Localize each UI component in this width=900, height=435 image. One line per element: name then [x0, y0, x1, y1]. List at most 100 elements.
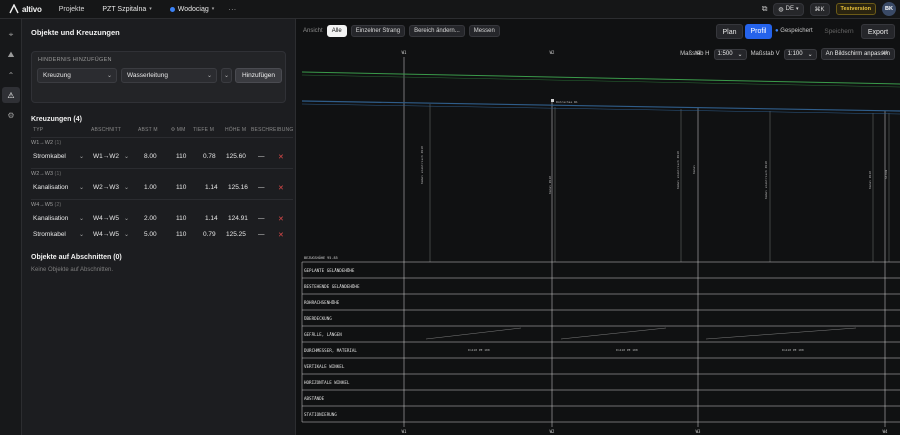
obstacle-type-value: Kreuzung [43, 72, 71, 79]
fit-to-screen-button[interactable]: An Bildschirm anpassen [820, 48, 895, 60]
open-external-icon[interactable]: ⧉ [761, 4, 768, 13]
cell-beschreibung[interactable]: — [258, 153, 265, 160]
chevron-down-icon[interactable]: ⌄ [79, 154, 85, 160]
cell-abst[interactable]: 2.00 [144, 215, 157, 222]
terrain-icon[interactable]: ⛰ [7, 50, 15, 59]
chevron-down-icon: ▾ [796, 6, 799, 12]
cell-abst[interactable]: 5.00 [144, 231, 157, 238]
logo[interactable]: altivo [9, 4, 42, 14]
cell-abschnitt[interactable]: W2→W3 [93, 184, 119, 191]
cell-hoehe[interactable]: 125.25 [226, 231, 246, 238]
chevron-down-icon[interactable]: ⌄ [124, 185, 130, 191]
obstacle-type-select[interactable]: Kreuzung ⌄ [37, 68, 117, 83]
globe-icon: ◍ [778, 6, 784, 13]
obstacle-kind-select[interactable]: Wasserleitung ⌄ [121, 68, 217, 83]
cell-beschreibung[interactable]: — [258, 184, 265, 191]
crossings-table-header: TYP ABSCHNITT ABST M Φ MM TIEFE M HÖHE M… [31, 127, 293, 137]
cell-beschreibung[interactable]: — [258, 231, 265, 238]
station-bottom-label: W1 [402, 429, 407, 434]
chevron-down-icon[interactable]: ⌄ [124, 154, 130, 160]
add-obstacle-card: HINDERNIS HINZUFÜGEN Kreuzung ⌄ Wasserle… [31, 51, 286, 103]
measure-button[interactable]: Messen [468, 25, 500, 37]
crossing-tag: Kabel elektrisch Ø110 [763, 161, 768, 199]
crossings-title: Kreuzungen (4) [31, 116, 82, 123]
delete-icon[interactable]: ✕ [278, 232, 284, 239]
export-button[interactable]: Export [861, 24, 895, 39]
cell-tiefe[interactable]: 1.14 [205, 215, 218, 222]
variant-dropdown[interactable]: Wodociąg ▾ [169, 6, 215, 13]
change-range-button[interactable]: Bereich ändern... [409, 25, 465, 37]
chevron-down-icon: ⌄ [223, 73, 229, 79]
saved-dot-icon: ● [775, 28, 779, 34]
chevron-up-icon[interactable]: ⌃ [7, 70, 15, 80]
table-row: Stromkabel ⌄ W4→W5 ⌄ 5.00 110 0.79 125.2… [31, 231, 293, 247]
view-all-button[interactable]: Alle [326, 25, 347, 37]
save-button[interactable]: Speichern [824, 28, 854, 35]
cell-phi[interactable]: 110 [176, 184, 187, 191]
cell-tiefe[interactable]: 0.78 [203, 153, 216, 160]
cell-phi[interactable]: 110 [176, 153, 187, 160]
band-table [301, 261, 900, 423]
cell-abst[interactable]: 8.00 [144, 153, 157, 160]
chevron-down-icon[interactable]: ⌄ [79, 185, 85, 191]
plan-tab[interactable]: Plan [716, 24, 743, 39]
project-dropdown[interactable]: PZT Szpitalna ▾ [102, 6, 151, 13]
warning-icon[interactable]: ⚠ [2, 87, 20, 103]
chevron-down-icon: ⌄ [807, 51, 813, 58]
nav-projects[interactable]: Projekte [58, 5, 85, 13]
cell-hoehe[interactable]: 124.91 [228, 215, 248, 222]
chevron-down-icon[interactable]: ⌄ [79, 232, 85, 238]
map-pin-icon[interactable]: ⌖ [8, 30, 14, 39]
delete-icon[interactable]: ✕ [278, 216, 284, 223]
language-value: DE [785, 6, 794, 12]
cell-hoehe[interactable]: 125.60 [226, 153, 246, 160]
delete-icon[interactable]: ✕ [278, 185, 284, 192]
view-single-strand-button[interactable]: Einzelner Strang [350, 25, 406, 37]
scale-v-select[interactable]: 1:100 ⌄ [783, 48, 817, 60]
more-menu-icon[interactable]: ··· [228, 4, 237, 14]
obstacle-extra-select[interactable]: ⌄ [221, 68, 232, 83]
cell-abschnitt[interactable]: W1→W2 [93, 153, 119, 160]
cell-abschnitt[interactable]: W4→W5 [93, 231, 119, 238]
scale-h-select[interactable]: 1:500 ⌄ [713, 48, 747, 60]
station-top-label: W2 [550, 50, 555, 55]
scale-v-label: Maßstab V [750, 51, 780, 57]
chevron-down-icon: ⌄ [737, 51, 743, 58]
station-bottom-label: W3 [696, 429, 701, 434]
chevron-down-icon[interactable]: ⌄ [124, 232, 130, 238]
chevron-down-icon[interactable]: ⌄ [79, 216, 85, 222]
chevron-down-icon: ▾ [211, 6, 215, 12]
delete-icon[interactable]: ✕ [278, 154, 284, 161]
cell-phi[interactable]: 110 [176, 231, 187, 238]
cell-tiefe[interactable]: 0.79 [203, 231, 216, 238]
col-beschreibung: BESCHREIBUNG [251, 127, 294, 133]
saved-label: Gespeichert [780, 28, 813, 34]
chevron-down-icon[interactable]: ⌄ [124, 216, 130, 222]
viewer-toolbar: Ansicht Alle Einzelner Strang Bereich än… [296, 19, 900, 43]
col-hoehe: HÖHE M [225, 127, 247, 133]
diameter-label: Dn110 PE 100 [616, 348, 638, 352]
cell-abst[interactable]: 1.00 [144, 184, 157, 191]
language-select[interactable]: ◍ DE ▾ [773, 2, 804, 16]
group-count: (2) [54, 202, 62, 208]
avatar[interactable]: BK [882, 2, 896, 16]
gear-icon[interactable]: ⚙ [7, 110, 15, 120]
cell-typ[interactable]: Stromkabel [33, 153, 66, 160]
cell-typ[interactable]: Kanalisation [33, 215, 69, 222]
band-label: HORIZONTALE WINKEL [304, 380, 350, 385]
profile-viewer: Ansicht Alle Einzelner Strang Bereich än… [296, 19, 900, 435]
shortcut-label: ⌘K [814, 6, 825, 13]
cell-phi[interactable]: 110 [176, 215, 187, 222]
profile-tab[interactable]: Profil [745, 24, 772, 39]
cell-typ[interactable]: Stromkabel [33, 231, 66, 238]
profile-drawing[interactable]: W1 W2 W3 W4 Rohrachse W1 [296, 19, 900, 435]
cell-tiefe[interactable]: 1.14 [205, 184, 218, 191]
cell-abschnitt[interactable]: W4→W5 [93, 215, 119, 222]
command-palette-button[interactable]: ⌘K [809, 2, 830, 16]
cell-hoehe[interactable]: 125.16 [228, 184, 248, 191]
cell-typ[interactable]: Kanalisation [33, 184, 69, 191]
col-abst: ABST M [138, 127, 158, 133]
add-obstacle-button[interactable]: Hinzufügen [235, 68, 282, 83]
avatar-initials: BK [885, 6, 893, 12]
cell-beschreibung[interactable]: — [258, 215, 265, 222]
